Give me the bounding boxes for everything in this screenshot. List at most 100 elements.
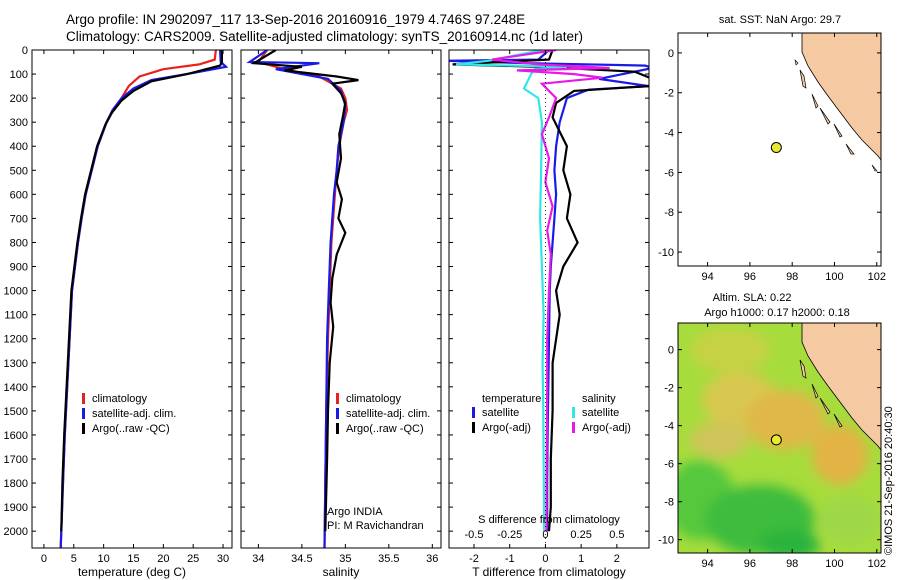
map-xtick-sst_map-3: 100 (825, 271, 843, 283)
depth-tick-11: 1100 (4, 310, 28, 322)
map-ytick-sla_map-3: -6 (664, 459, 674, 471)
depth-tick-18: 1800 (4, 478, 28, 490)
map-xtick-sla_map-3: 100 (825, 558, 843, 570)
sla-map-title: Altim. SLA: 0.22 (713, 292, 792, 304)
map-xtick-sla_map-4: 102 (868, 558, 886, 570)
legend-title-temperature: temperature (482, 393, 541, 405)
difference-panel: -2 -1 0 1 2T difference from climatology -0.5… (448, 49, 650, 579)
map-xtick-sla_map-1: 96 (744, 558, 756, 570)
map-ytick-sla_map-4: -8 (664, 497, 674, 509)
header-title-line2: Climatology: CARS2009. Satellite-adjuste… (66, 29, 584, 44)
legend-difference-3: Argo(-adj) (582, 422, 631, 434)
stick-label-1: -0.25 (497, 529, 522, 541)
xtick-salinity-3: 35.5 (378, 553, 399, 565)
map-xtick-sst_map-4: 102 (868, 271, 886, 283)
xtick-difference-1: -1 (505, 553, 515, 565)
xtick-difference-4: 2 (614, 553, 620, 565)
series-difference-2 (455, 50, 567, 532)
xtick-temperature-5: 25 (187, 553, 199, 565)
map-ytick-sla_map-5: -10 (658, 535, 674, 547)
legend-salinity-0: climatology (346, 393, 402, 405)
map-ytick-sla_map-1: -2 (664, 383, 674, 395)
depth-tick-20: 2000 (4, 526, 28, 538)
legend-difference-0: satellite (482, 407, 519, 419)
xtick-difference-3: 1 (578, 553, 584, 565)
xtick-temperature-1: 5 (71, 553, 77, 565)
map-xtick-sst_map-1: 96 (744, 271, 756, 283)
annotation-0: Argo INDIA (327, 506, 383, 518)
map-ytick-sla_map-2: -4 (664, 421, 674, 433)
legend-difference-1: Argo(-adj) (482, 422, 531, 434)
map-xtick-sla_map-0: 94 (701, 558, 713, 570)
map-xtick-sst_map-0: 94 (701, 271, 713, 283)
legend-temperature-1: satellite-adj. clim. (92, 408, 176, 420)
depth-tick-14: 1400 (4, 382, 28, 394)
map-ytick-sst_map-5: -10 (658, 247, 674, 259)
map-ytick-sst_map-3: -6 (664, 167, 674, 179)
depth-tick-19: 1900 (4, 502, 28, 514)
sla-map: 94 96 98 100 102 0 -2 -4 -6 -8 -10 (658, 322, 886, 570)
small-islands (794, 59, 878, 172)
legend-temperature-2: Argo(..raw -QC) (92, 423, 170, 435)
imos-credit: ©IMOS 21-Sep-2016 20:40:30 (883, 406, 895, 555)
legend-temperature-0: climatology (92, 393, 148, 405)
map-xtick-sst_map-2: 98 (786, 271, 798, 283)
depth-tick-2: 200 (10, 93, 28, 105)
salinity-panel: 34 34.5 35 35.5 36 salinity climatology satelli… (240, 49, 442, 579)
map-ytick-sst_map-0: 0 (668, 48, 674, 60)
argo-location-marker-sla (770, 434, 782, 446)
depth-tick-7: 700 (10, 213, 28, 225)
sst-location-map: 94 96 98 100 102 0 -2 -4 -6 -8 -10 (658, 32, 886, 283)
depth-tick-3: 300 (10, 117, 28, 129)
xtick-temperature-2: 10 (98, 553, 110, 565)
sla-map-subtitle: Argo h1000: 0.17 h2000: 0.18 (704, 307, 850, 319)
stick-label-3: 0.25 (570, 529, 591, 541)
xtick-temperature-3: 15 (127, 553, 139, 565)
depth-tick-1: 100 (10, 69, 28, 81)
depth-tick-15: 1500 (4, 406, 28, 418)
depth-tick-4: 400 (10, 141, 28, 153)
annotation-1: PI: M Ravichandran (327, 520, 424, 532)
sumatra-land (801, 33, 881, 161)
sla-field (678, 328, 880, 553)
xtick-salinity-4: 36 (426, 553, 438, 565)
island-chain-sla (799, 359, 843, 428)
temperature-panel: 0 5 10 15 20 25 30 temperature (deg C) climatolo… (4, 45, 233, 579)
depth-tick-5: 500 (10, 165, 28, 177)
legend-difference-2: satellite (582, 407, 619, 419)
map-ytick-sst_map-2: -4 (664, 128, 674, 140)
series-temperature-2 (60, 50, 223, 532)
island-chain (799, 69, 855, 155)
depth-tick-17: 1700 (4, 454, 28, 466)
series-difference-0 (449, 50, 649, 532)
map-ytick-sst_map-4: -8 (664, 207, 674, 219)
depth-tick-8: 800 (10, 237, 28, 249)
legend-title-salinity: salinity (582, 393, 616, 405)
depth-tick-12: 1200 (4, 334, 28, 346)
xtick-difference-0: -2 (469, 553, 479, 565)
sst-map-title: sat. SST: NaN Argo: 29.7 (719, 14, 841, 26)
depth-tick-10: 1000 (4, 286, 28, 298)
xlabel-temperature: temperature (deg C) (78, 565, 186, 579)
stick-label-2: 0 (542, 529, 548, 541)
map-ytick-sla_map-0: 0 (668, 345, 674, 357)
xtick-salinity-2: 35 (339, 553, 351, 565)
series-difference-1 (452, 50, 649, 532)
depth-tick-6: 600 (10, 189, 28, 201)
legend-salinity-1: satellite-adj. clim. (346, 408, 430, 420)
xtick-temperature-6: 30 (217, 553, 229, 565)
map-ytick-sst_map-1: -2 (664, 88, 674, 100)
series-salinity-1 (246, 50, 347, 548)
xtick-salinity-1: 34.5 (291, 553, 312, 565)
stick-label-0: -0.5 (465, 529, 484, 541)
xtick-temperature-0: 0 (41, 553, 47, 565)
stick-label-4: 0.5 (609, 529, 624, 541)
series-salinity-2 (250, 50, 359, 532)
depth-tick-13: 1300 (4, 358, 28, 370)
map-xtick-sla_map-2: 98 (786, 558, 798, 570)
sumatra-land-sla (801, 323, 881, 451)
header-title-line1: Argo profile: IN 2902097_117 13-Sep-2016… (66, 12, 526, 27)
depth-tick-16: 1600 (4, 430, 28, 442)
xtick-temperature-4: 20 (157, 553, 169, 565)
